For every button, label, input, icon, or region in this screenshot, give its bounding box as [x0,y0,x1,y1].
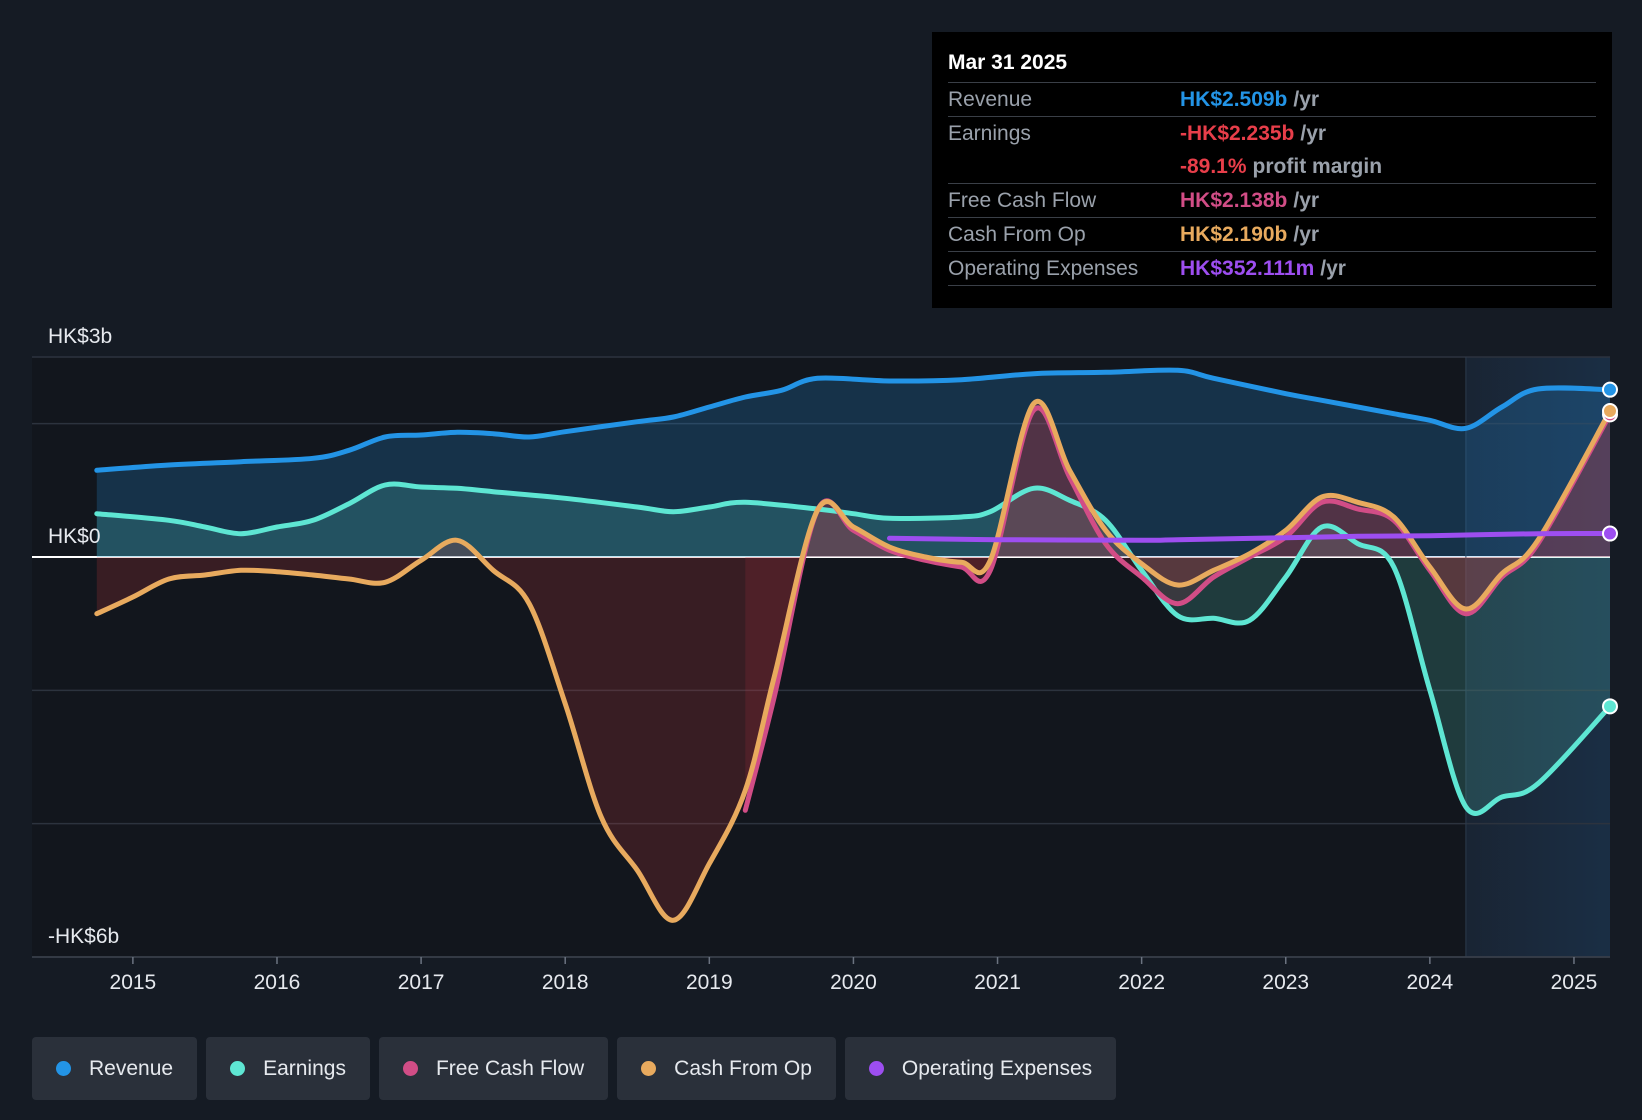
earnings-line [94,481,1613,816]
tooltip-row-value: HK$352.111m [1180,256,1315,280]
revenue-line [94,367,1613,473]
x-axis-label: 2015 [110,971,157,994]
legend-item-free-cash-flow[interactable]: Free Cash Flow [378,1037,609,1100]
x-axis-label: 2016 [254,971,301,994]
earnings-end-point [1602,698,1618,715]
x-axis-label: 2020 [830,971,877,994]
tooltip-row: Cash From Op HK$2.190b/yr [948,217,1596,251]
tooltip-row-unit: profit margin [1252,154,1383,178]
legend-item-cash-from-op[interactable]: Cash From Op [617,1037,836,1100]
tooltip-row-label: Free Cash Flow [948,188,1097,212]
x-axis-label: 2017 [398,971,445,994]
plot-background [32,357,1610,957]
tooltip-row: -89.1% profit margin [948,150,1596,183]
tooltip-row-label: Cash From Op [948,222,1086,246]
x-axis-label: 2018 [542,971,589,994]
tooltip-row-value: -89.1% [1180,154,1247,178]
legend-dot-icon [641,1061,657,1076]
x-axis-label: 2025 [1551,971,1598,994]
legend-item-earnings[interactable]: Earnings [206,1037,370,1100]
tooltip-rows: Revenue HK$2.509b/yr Earnings -HK$2.235b/yr… [948,82,1596,286]
tooltip-row: Free Cash Flow HK$2.138b/yr [948,183,1596,217]
tooltip-row-unit: /yr [1293,222,1320,246]
legend-dot-icon [402,1061,418,1076]
y-axis-label: HK$0 [48,525,101,548]
y-axis-label: HK$3b [48,325,112,348]
tooltip-row-unit: /yr [1300,121,1327,145]
operating-expenses-line [887,530,1613,543]
x-axis-label: 2022 [1118,971,1165,994]
tooltip-row-label: Revenue [948,87,1033,111]
revenue-area [96,370,1610,557]
revenue-end-point [1602,381,1618,398]
tooltip-row-label: Earnings [948,121,1031,145]
tooltip-row-unit: /yr [1320,256,1346,280]
tooltip-row: Revenue HK$2.509b/yr [948,82,1596,116]
tooltip-row-value: HK$2.509b [1180,87,1288,111]
legend-item-revenue[interactable]: Revenue [32,1037,198,1100]
x-axis-labels: 2015 2016 2017 2018 2019 2020 2021 2022 2023 2024… [110,957,1598,994]
legend-dot-icon [230,1061,246,1076]
series-lines [94,367,1613,923]
tooltip-row-unit: /yr [1293,87,1320,111]
x-axis-label: 2024 [1407,971,1454,994]
legend-item-operating-expenses[interactable]: Operating Expenses [844,1037,1117,1100]
x-axis-label: 2019 [686,971,733,994]
legend: Revenue Earnings Free Cash Flow Cash From O… [32,1037,1117,1100]
y-axis-label: -HK$6b [48,925,119,948]
x-axis-label: 2021 [974,971,1021,994]
tooltip-row-value: HK$2.190b [1180,222,1288,246]
x-axis-label: 2023 [1262,971,1309,994]
tooltip-panel: Mar 31 2025 Revenue HK$2.509b/yr Earnings -… [932,32,1612,308]
legend-dot-icon [868,1061,884,1076]
legend-label: Earnings [263,1056,346,1080]
legend-dot-icon [56,1061,71,1076]
legend-label: Operating Expenses [901,1056,1093,1080]
tooltip-row-unit: /yr [1293,188,1320,212]
operating-expenses-end-point [1602,525,1618,542]
tooltip-row: Operating Expenses HK$352.111m/yr [948,251,1596,286]
tooltip-row-value: -HK$2.235b [1180,121,1295,145]
legend-label: Free Cash Flow [435,1056,585,1080]
cash-from-op-line [94,398,1613,923]
tooltip-row-label: Operating Expenses [948,256,1139,280]
y-axis-labels: HK$3b HK$0 -HK$6b [48,325,119,948]
tooltip-date: Mar 31 2025 [948,51,1068,74]
legend-label: Revenue [89,1056,174,1080]
tooltip-row: Earnings -HK$2.235b/yr [948,116,1596,150]
tooltip-row-value: HK$2.138b [1180,188,1288,212]
cash-from-op-end-point [1602,403,1618,419]
legend-label: Cash From Op [674,1056,812,1080]
gridlines [32,356,1610,958]
series-end-dots [1602,381,1618,715]
